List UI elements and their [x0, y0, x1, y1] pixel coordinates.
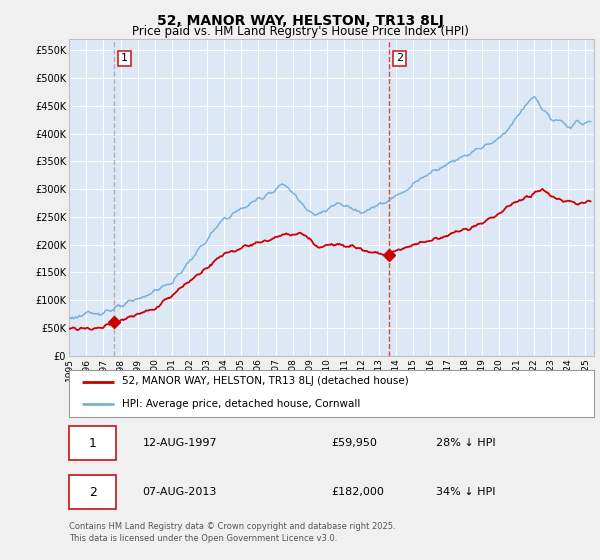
Text: Contains HM Land Registry data © Crown copyright and database right 2025.
This d: Contains HM Land Registry data © Crown c… [69, 522, 395, 543]
Text: 07-AUG-2013: 07-AUG-2013 [143, 487, 217, 497]
Text: HPI: Average price, detached house, Cornwall: HPI: Average price, detached house, Corn… [121, 399, 360, 409]
Text: £182,000: £182,000 [331, 487, 385, 497]
Text: 2: 2 [89, 486, 97, 498]
Text: £59,950: £59,950 [331, 438, 377, 448]
Text: 1: 1 [121, 53, 128, 63]
Text: Price paid vs. HM Land Registry's House Price Index (HPI): Price paid vs. HM Land Registry's House … [131, 25, 469, 38]
Text: 28% ↓ HPI: 28% ↓ HPI [437, 438, 496, 448]
FancyBboxPatch shape [69, 426, 116, 460]
Text: 1: 1 [89, 437, 97, 450]
Text: 34% ↓ HPI: 34% ↓ HPI [437, 487, 496, 497]
Text: 12-AUG-1997: 12-AUG-1997 [143, 438, 217, 448]
Text: 52, MANOR WAY, HELSTON, TR13 8LJ: 52, MANOR WAY, HELSTON, TR13 8LJ [157, 14, 443, 28]
Text: 2: 2 [396, 53, 403, 63]
Text: 52, MANOR WAY, HELSTON, TR13 8LJ (detached house): 52, MANOR WAY, HELSTON, TR13 8LJ (detach… [121, 376, 408, 386]
FancyBboxPatch shape [69, 475, 116, 509]
